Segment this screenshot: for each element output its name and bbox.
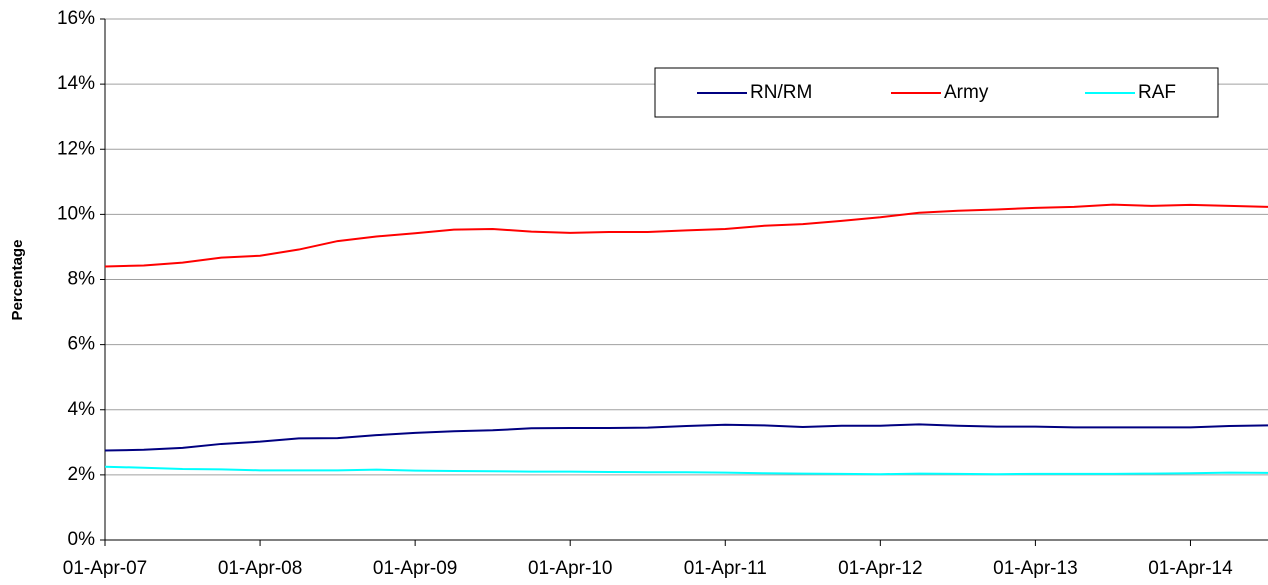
y-tick-label: 12% xyxy=(57,138,95,159)
x-tick-label: 01-Apr-09 xyxy=(373,558,458,579)
x-tick-label: 01-Apr-14 xyxy=(1148,558,1233,579)
x-tick-label: 01-Apr-13 xyxy=(993,558,1078,579)
y-axis-title: Percentage xyxy=(9,240,26,321)
y-tick-label: 4% xyxy=(68,399,96,420)
y-tick-label: 2% xyxy=(68,464,96,485)
legend-label: RAF xyxy=(1138,82,1176,103)
legend-label: RN/RM xyxy=(750,82,812,103)
y-tick-label: 0% xyxy=(68,529,96,550)
y-tick-label: 14% xyxy=(57,73,95,94)
series-line xyxy=(104,203,1268,268)
series-line xyxy=(104,465,1268,476)
series-line xyxy=(104,423,1268,452)
x-tick-label: 01-Apr-10 xyxy=(528,558,613,579)
y-tick-label: 16% xyxy=(57,8,95,29)
y-tick-label: 8% xyxy=(68,269,96,290)
x-tick-label: 01-Apr-08 xyxy=(218,558,303,579)
x-tick-label: 01-Apr-12 xyxy=(838,558,923,579)
y-tick-label: 10% xyxy=(57,203,95,224)
x-tick-label: 01-Apr-11 xyxy=(684,558,767,579)
legend-label: Army xyxy=(944,82,989,103)
y-tick-label: 6% xyxy=(68,334,96,355)
x-tick-label: 01-Apr-07 xyxy=(63,558,148,579)
